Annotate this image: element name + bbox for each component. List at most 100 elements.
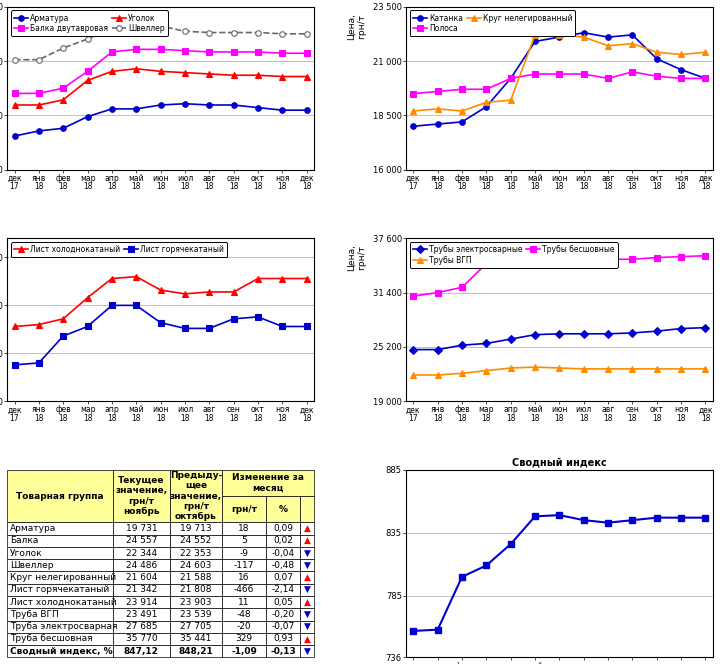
Полоса: [580, 70, 588, 78]
Text: -117: -117: [234, 561, 254, 570]
Text: Изменение за
месяц: Изменение за месяц: [232, 473, 304, 493]
Балка двутавровая: [205, 48, 214, 56]
FancyBboxPatch shape: [170, 596, 222, 608]
FancyBboxPatch shape: [222, 645, 266, 657]
Уголок: [10, 101, 19, 109]
FancyBboxPatch shape: [222, 596, 266, 608]
Уголок: [84, 76, 92, 84]
Line: Уголок: Уголок: [12, 66, 310, 108]
Text: -20: -20: [237, 622, 251, 631]
Балка двутавровая: [156, 45, 165, 53]
Text: Лист холоднокатаный: Лист холоднокатаный: [10, 598, 117, 607]
Text: 27 685: 27 685: [126, 622, 157, 631]
Арматура: [302, 106, 311, 114]
Катанка: [652, 55, 661, 63]
FancyBboxPatch shape: [266, 621, 300, 633]
Швеллер: [229, 29, 238, 37]
FancyBboxPatch shape: [170, 523, 222, 535]
Трубы электросварные: [482, 339, 491, 347]
FancyBboxPatch shape: [7, 523, 113, 535]
Трубы бесшовные: [580, 255, 588, 263]
Трубы бесшовные: [677, 253, 685, 261]
FancyBboxPatch shape: [300, 621, 314, 633]
FancyBboxPatch shape: [7, 633, 113, 645]
FancyBboxPatch shape: [266, 645, 300, 657]
Text: Предыду-
щее
значение,
грн/т
oктябрь: Предыду- щее значение, грн/т oктябрь: [170, 471, 222, 521]
Полоса: [652, 72, 661, 80]
Уголок: [132, 65, 140, 73]
FancyBboxPatch shape: [300, 645, 314, 657]
FancyBboxPatch shape: [7, 621, 113, 633]
Лист холоднокатаный: [132, 273, 140, 281]
Text: 19 713: 19 713: [180, 524, 212, 533]
Балка двутавровая: [181, 46, 189, 54]
Круг нелегированный: [482, 98, 491, 106]
FancyBboxPatch shape: [113, 523, 170, 535]
Катанка: [458, 118, 467, 126]
FancyBboxPatch shape: [222, 608, 266, 621]
Полоса: [677, 74, 685, 82]
FancyBboxPatch shape: [300, 523, 314, 535]
Полоса: [701, 74, 710, 82]
FancyBboxPatch shape: [266, 633, 300, 645]
Полоса: [409, 90, 418, 98]
Балка двутавровая: [107, 48, 116, 56]
Text: Сводный индекс, %: Сводный индекс, %: [10, 647, 113, 656]
Лист горячекатаный: [302, 323, 311, 331]
Катанка: [433, 120, 442, 128]
Трубы электросварные: [433, 345, 442, 353]
Трубы бесшовные: [482, 260, 491, 268]
Арматура: [107, 105, 116, 113]
Лист горячекатаный: [253, 313, 262, 321]
FancyBboxPatch shape: [222, 572, 266, 584]
Трубы бесшовные: [458, 284, 467, 291]
Балка двутавровая: [59, 84, 68, 92]
Лист холоднокатаный: [278, 274, 287, 282]
FancyBboxPatch shape: [300, 608, 314, 621]
FancyBboxPatch shape: [170, 547, 222, 559]
Катанка: [506, 74, 515, 82]
FancyBboxPatch shape: [266, 584, 300, 596]
Лист холоднокатаный: [302, 274, 311, 282]
Арматура: [278, 106, 287, 114]
Text: Труба электросварная: Труба электросварная: [10, 622, 118, 631]
FancyBboxPatch shape: [170, 470, 222, 523]
Text: 5: 5: [241, 537, 247, 545]
Лист холоднокатаный: [10, 323, 19, 331]
Балка двутавровая: [229, 48, 238, 56]
Text: -9: -9: [240, 548, 248, 558]
Text: 847,12: 847,12: [124, 647, 159, 656]
Трубы бесшовные: [409, 292, 418, 300]
FancyBboxPatch shape: [170, 608, 222, 621]
Text: 24 486: 24 486: [126, 561, 157, 570]
Швеллер: [278, 30, 287, 38]
FancyBboxPatch shape: [222, 621, 266, 633]
Катанка: [409, 122, 418, 130]
Трубы электросварные: [628, 329, 636, 337]
Трубы ВГП: [482, 367, 491, 374]
FancyBboxPatch shape: [7, 645, 113, 657]
Уголок: [253, 71, 262, 79]
Text: Товарная группа: Товарная группа: [17, 491, 104, 501]
Text: -0,13: -0,13: [271, 647, 296, 656]
Трубы электросварные: [580, 330, 588, 338]
FancyBboxPatch shape: [113, 584, 170, 596]
Лист горячекатаный: [278, 323, 287, 331]
FancyBboxPatch shape: [7, 535, 113, 547]
Катанка: [677, 66, 685, 74]
Text: Круг нелегированный: Круг нелегированный: [10, 573, 117, 582]
Полоса: [531, 70, 539, 78]
Уголок: [278, 72, 287, 80]
Швеллер: [302, 30, 311, 38]
Text: 23 491: 23 491: [126, 610, 157, 619]
Text: Труба ВГП: Труба ВГП: [10, 610, 59, 619]
FancyBboxPatch shape: [7, 547, 113, 559]
Y-axis label: Цена,
грн/т: Цена, грн/т: [347, 13, 366, 40]
Text: Балка: Балка: [10, 537, 39, 545]
Трубы ВГП: [580, 365, 588, 373]
Text: 848,21: 848,21: [179, 647, 213, 656]
Text: ▲: ▲: [304, 634, 310, 643]
Лист горячекатаный: [205, 325, 214, 333]
Text: -0,04: -0,04: [271, 548, 295, 558]
Text: 0,93: 0,93: [274, 634, 293, 643]
